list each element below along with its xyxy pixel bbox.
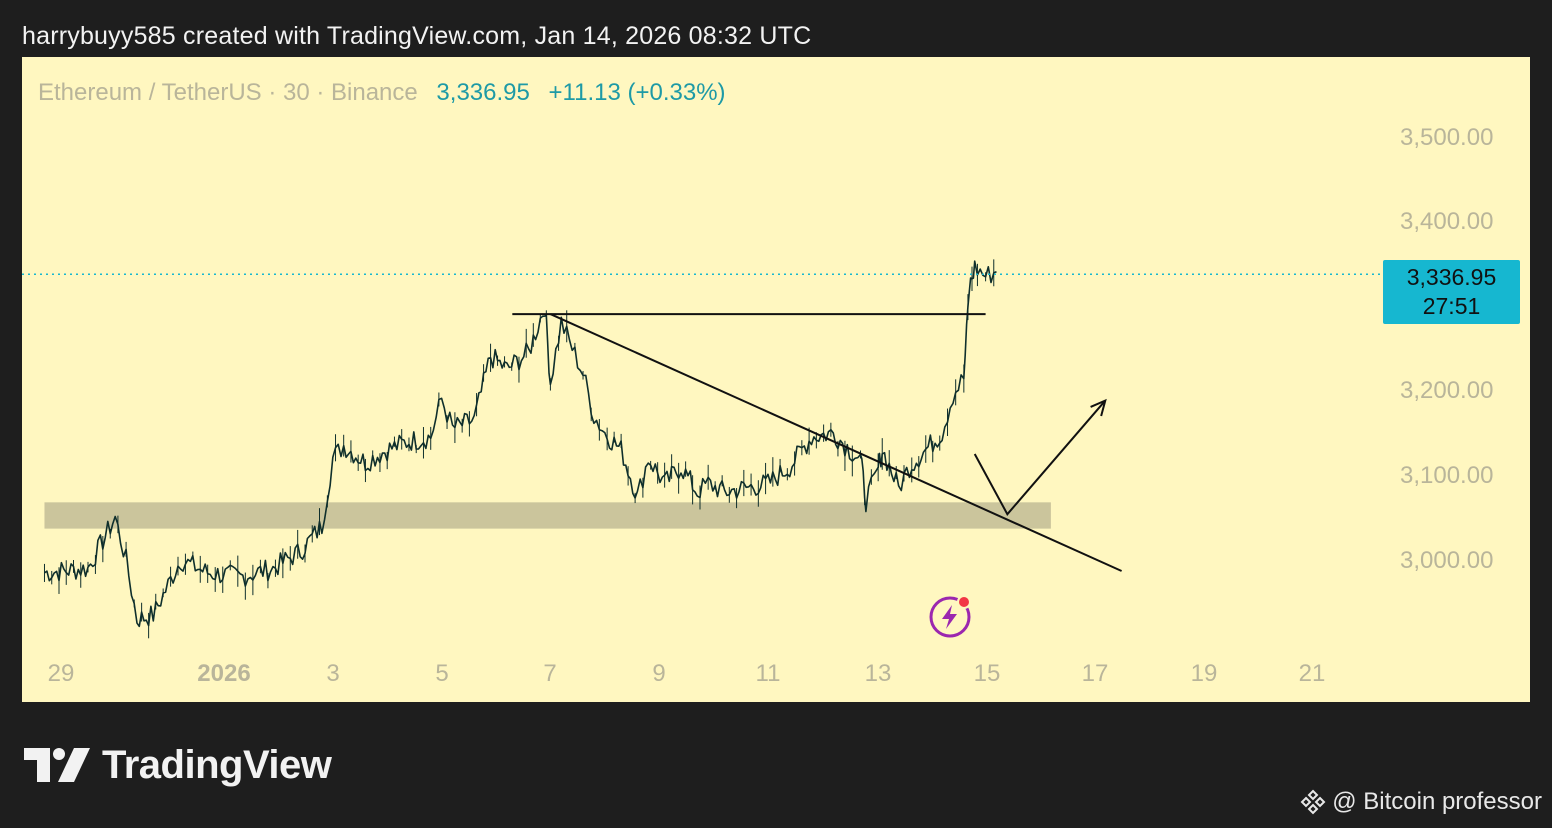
x-tick-label: 11 <box>755 660 781 687</box>
tradingview-logo: TradingView <box>24 740 332 790</box>
chart-legend: Ethereum / TetherUS · 30 · Binance 3,336… <box>38 79 726 107</box>
y-tick-label: 3,100.00 <box>1400 462 1494 489</box>
binance-diamond-icon <box>1300 789 1326 815</box>
price-series-line <box>44 260 997 628</box>
chart-area[interactable]: Ethereum / TetherUS · 30 · Binance 3,336… <box>22 57 1530 702</box>
x-tick-label: 9 <box>652 660 666 687</box>
x-tick-label: 21 <box>1298 660 1326 687</box>
legend-price: 3,336.95 <box>436 79 530 106</box>
support-zone <box>44 502 1051 529</box>
watermark-text: @ Bitcoin professor <box>1332 788 1542 815</box>
author-watermark: @ Bitcoin professor <box>1300 788 1542 816</box>
projection-path <box>973 399 1107 516</box>
chart-attribution: harrybuyy585 created with TradingView.co… <box>22 22 812 50</box>
tradingview-wordmark: TradingView <box>102 742 332 787</box>
y-tick-label: 3,400.00 <box>1400 208 1494 235</box>
symbol-description: Ethereum / TetherUS · 30 · Binance <box>38 79 418 106</box>
y-tick-label: 3,200.00 <box>1400 377 1494 404</box>
bar-countdown: 27:51 <box>1422 293 1481 319</box>
lightning-event-icon[interactable] <box>928 595 972 639</box>
y-tick-label: 3,500.00 <box>1400 124 1494 151</box>
x-tick-label: 17 <box>1081 660 1109 687</box>
tradingview-logo-icon <box>24 748 90 782</box>
projection-arrowhead <box>1090 398 1107 417</box>
y-tick-label: 3,000.00 <box>1400 547 1494 574</box>
x-tick-label: 3 <box>326 660 340 687</box>
x-tick-label: 15 <box>973 660 1001 687</box>
x-tick-label: 2026 <box>197 660 251 687</box>
x-tick-label: 19 <box>1190 660 1218 687</box>
descending-trendline <box>549 313 1123 572</box>
x-tick-label: 29 <box>47 660 75 687</box>
last-price-value: 3,336.95 <box>1406 264 1497 290</box>
legend-change: +11.13 (+0.33%) <box>548 79 726 106</box>
x-tick-label: 13 <box>864 660 892 687</box>
x-tick-label: 7 <box>543 660 557 687</box>
last-price-tag: 3,336.95 27:51 <box>1383 260 1520 324</box>
x-tick-label: 5 <box>435 660 449 687</box>
price-chart[interactable] <box>22 57 1530 702</box>
